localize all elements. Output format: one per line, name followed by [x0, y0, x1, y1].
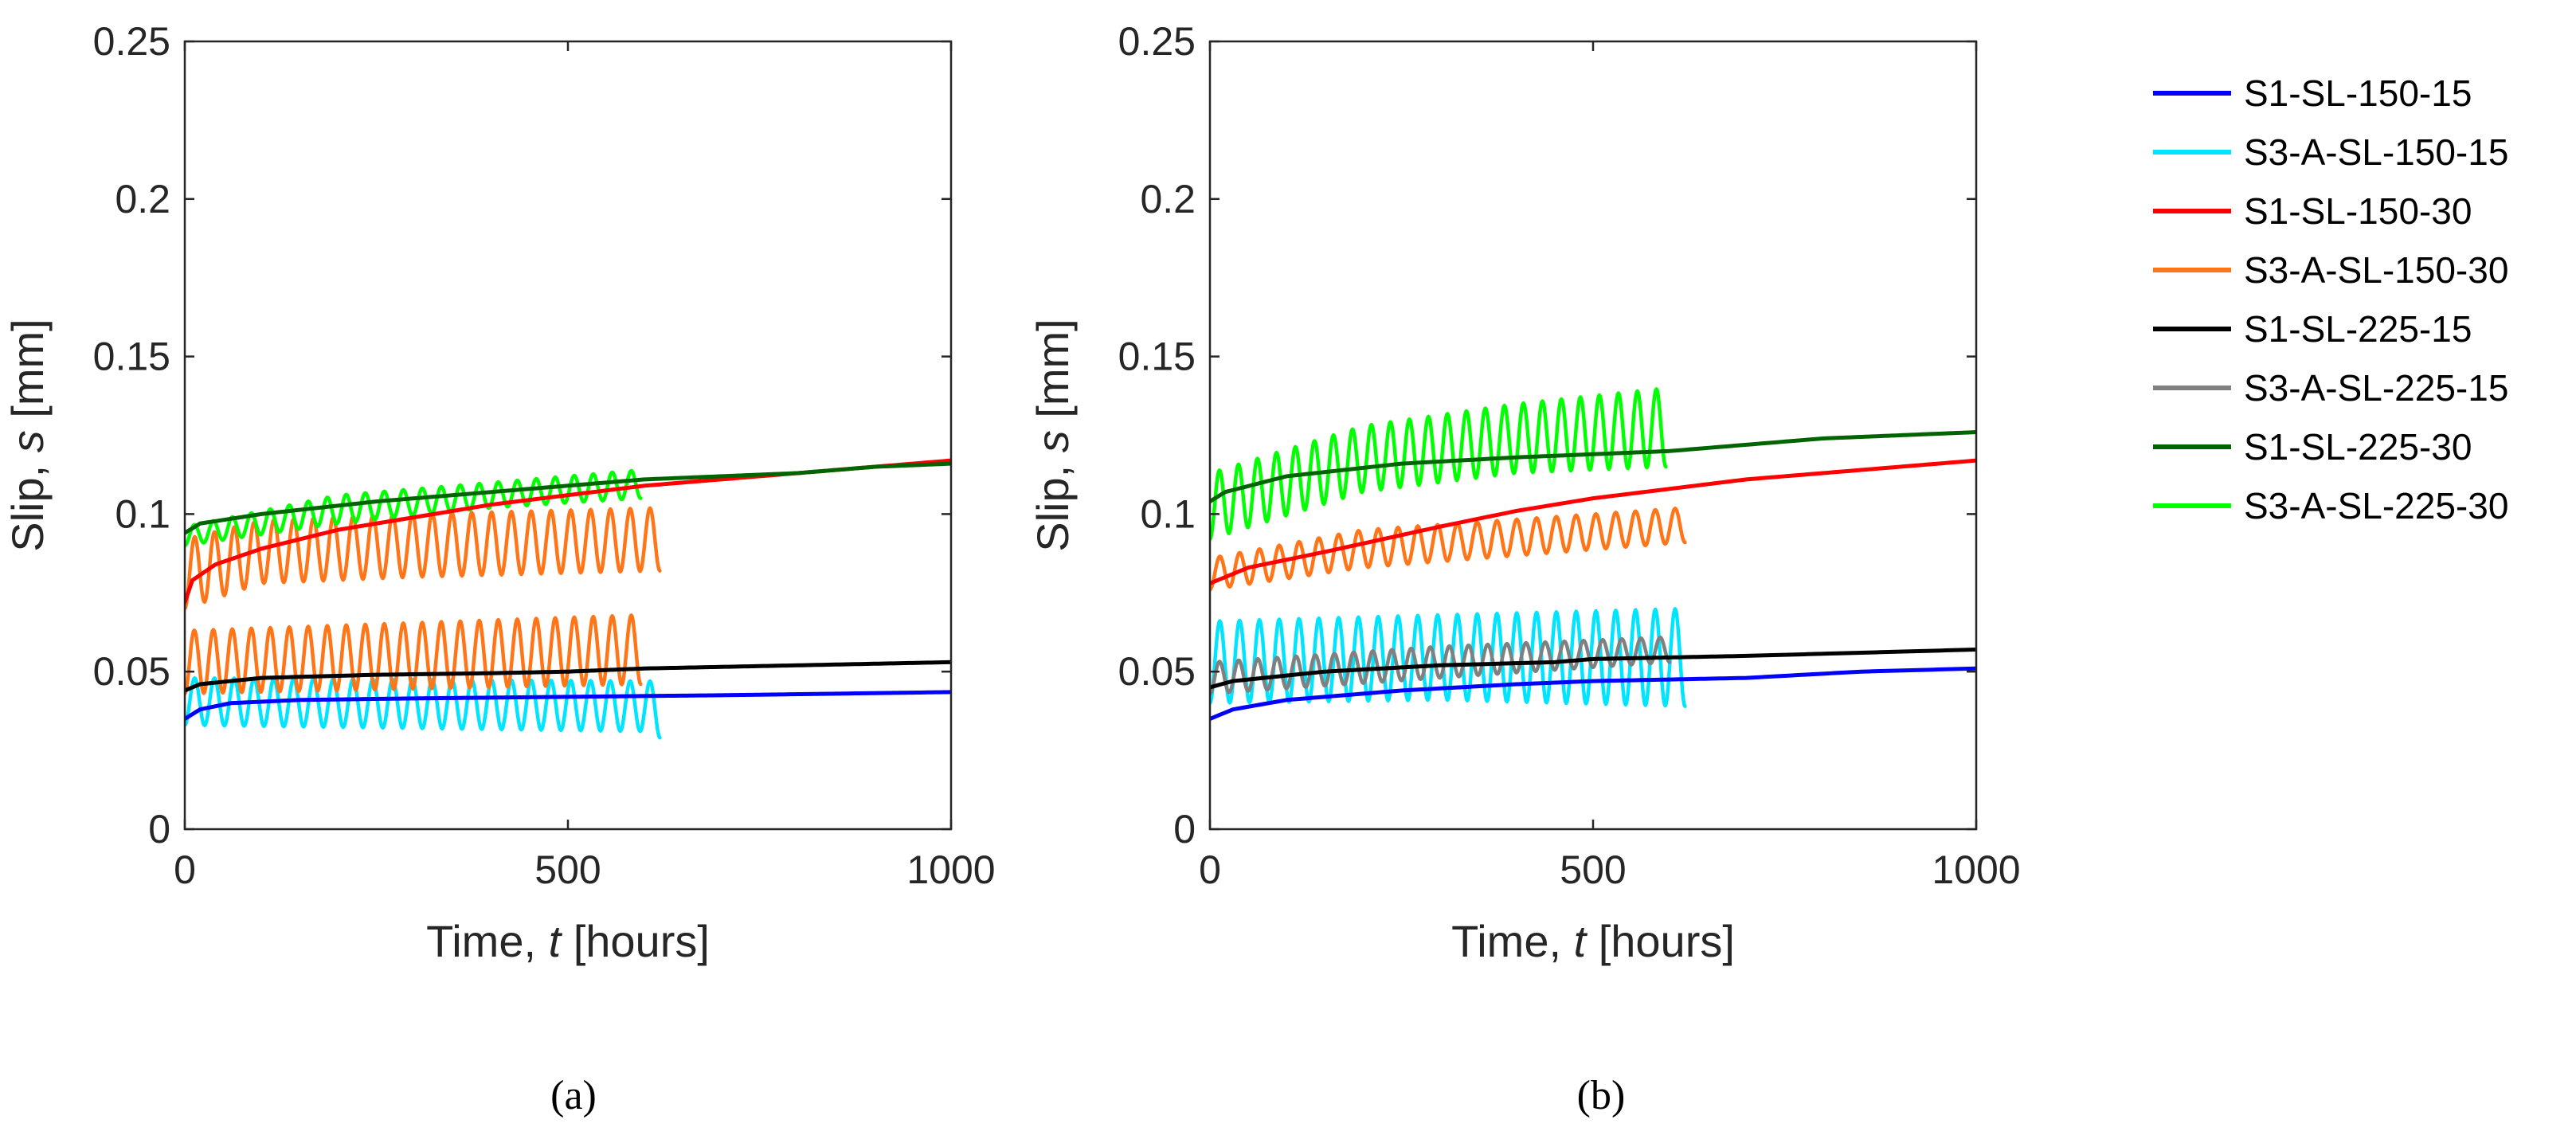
y-tick-label: 0.1: [115, 491, 170, 536]
y-tick-label: 0.25: [93, 19, 170, 64]
series-line-s1-sl-150-30: [1210, 458, 1976, 585]
legend-label: S3-A-SL-150-30: [2244, 249, 2508, 291]
series-line-s3-a-sl-225-15: [1210, 635, 1672, 696]
legend-item: S1-SL-225-15: [2153, 308, 2472, 350]
series-line-s1-sl-225-15: [185, 660, 951, 693]
legend-label: S3-A-SL-150-15: [2244, 131, 2508, 173]
plot-area: [185, 458, 951, 740]
series-line-s3-a-sl-150-30: [185, 613, 643, 696]
legend-item: S1-SL-150-15: [2153, 72, 2472, 114]
x-tick-label: 0: [1199, 847, 1221, 892]
y-tick-label: 0.05: [1118, 649, 1196, 694]
y-tick-label: 0.15: [1118, 335, 1196, 379]
series-line-s3-a-sl-150-30: [185, 506, 662, 611]
legend-item: S3-A-SL-225-30: [2153, 485, 2508, 526]
y-tick-label: 0.1: [1140, 491, 1196, 536]
y-tick-label: 0.2: [115, 177, 170, 221]
chart-panel-a: 0 0.05 0.1 0.15 0.2 0.25 0 500 1000 Time, t [hour…: [2, 19, 996, 966]
series-line-s1-sl-150-15: [185, 690, 951, 722]
chart-panel-b: 0 0.05 0.1 0.15 0.2 0.25 0 500 1000 Time, t [hour…: [1028, 19, 2021, 966]
legend-item: S3-A-SL-150-30: [2153, 249, 2508, 291]
x-tick-label: 0: [174, 847, 196, 892]
series-line-s1-sl-150-15: [1210, 666, 1976, 722]
x-tick-label: 500: [534, 847, 601, 892]
legend-item: S1-SL-150-30: [2153, 190, 2472, 232]
legend-label: S1-SL-150-15: [2244, 72, 2472, 114]
y-tick-label: 0: [1173, 807, 1196, 851]
y-tick-label: 0.25: [1118, 19, 1196, 64]
y-tick-label: 0.2: [1140, 177, 1196, 221]
legend-label: S3-A-SL-225-15: [2244, 367, 2508, 409]
captions: (a) (b): [550, 1073, 1625, 1118]
y-tick-label: 0.05: [93, 649, 170, 694]
caption-a: (a): [550, 1073, 597, 1118]
panels-layer: 0 0.05 0.1 0.15 0.2 0.25 0 500 1000 Time, t [hour…: [2, 19, 2021, 966]
legend-item: S1-SL-225-30: [2153, 426, 2472, 468]
legend-label: S3-A-SL-225-30: [2244, 485, 2508, 526]
series-line-s3-a-sl-150-15: [185, 675, 662, 740]
series-line-s1-sl-225-30: [185, 461, 951, 535]
legend-item: S3-A-SL-225-15: [2153, 367, 2508, 409]
caption-b: (b): [1577, 1073, 1626, 1118]
series-line-s1-sl-225-30: [1210, 430, 1976, 504]
x-tick-label: 1000: [1932, 847, 2020, 892]
x-axis-label: Time, t [hours]: [426, 916, 710, 966]
y-tick-label: 0: [148, 807, 170, 851]
legend-label: S1-SL-225-15: [2244, 308, 2472, 350]
legend-item: S3-A-SL-150-15: [2153, 131, 2508, 173]
series-line-s3-a-sl-150-15: [1210, 607, 1687, 708]
series-line-s3-a-sl-150-30: [1210, 507, 1687, 592]
y-axis-label: Slip, s [mm]: [1028, 319, 1078, 551]
series-line-s1-sl-225-15: [1210, 648, 1976, 690]
y-axis-label: Slip, s [mm]: [2, 319, 53, 551]
x-axis-label: Time, t [hours]: [1451, 916, 1735, 966]
legend: S1-SL-150-15 S3-A-SL-150-15 S1-SL-150-30 S3…: [2153, 72, 2508, 526]
y-tick-label: 0.15: [93, 335, 170, 379]
legend-label: S1-SL-225-30: [2244, 426, 2472, 468]
legend-label: S1-SL-150-30: [2244, 190, 2472, 232]
x-tick-label: 500: [1560, 847, 1626, 892]
plot-area: [1210, 387, 1976, 722]
series-line-s3-a-sl-225-30: [1210, 387, 1668, 542]
x-tick-label: 1000: [906, 847, 995, 892]
